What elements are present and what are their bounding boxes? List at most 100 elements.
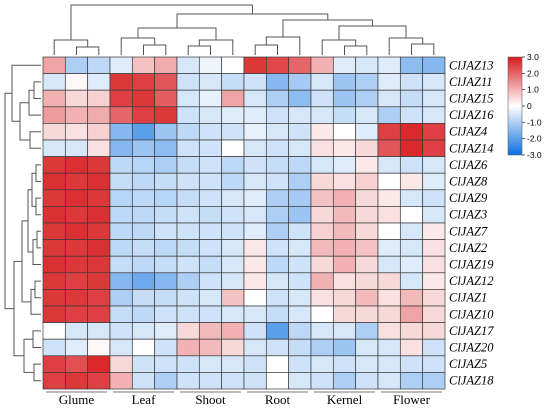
heatmap-cell [265, 222, 290, 240]
heatmap-cell [243, 322, 267, 340]
heatmap-cell [265, 272, 290, 290]
colorbar-legend: 3.0 2.0 1.0 0 -1.0 -2.0 -3.0 [507, 52, 542, 160]
heatmap-cell [422, 305, 446, 323]
heatmap-cell [355, 255, 379, 274]
heatmap-cell [243, 172, 267, 191]
heatmap-cell [265, 338, 290, 357]
heatmap-cell [288, 89, 312, 108]
heatmap-cell [265, 289, 290, 307]
heatmap-cell [377, 322, 401, 340]
heatmap-cell [243, 255, 267, 274]
heatmap-cell [221, 206, 245, 224]
row-label: ClJAZ18 [449, 374, 494, 388]
heatmap-cell [288, 73, 312, 91]
heatmap-cell [243, 56, 267, 74]
row-dendrogram-link [21, 220, 31, 303]
heatmap-cell [109, 289, 133, 307]
heatmap-cell [243, 338, 267, 357]
heatmap-cell [265, 56, 290, 74]
heatmap-cell [42, 56, 66, 74]
heatmap-cell [131, 73, 156, 91]
heatmap-cell [377, 89, 401, 108]
heatmap-cell [221, 305, 245, 323]
column-dendrogram [53, 4, 435, 55]
heatmap-cell [288, 156, 312, 174]
heatmap-cell [422, 222, 446, 240]
heatmap-cell [64, 305, 89, 323]
heatmap-cell [42, 338, 66, 357]
heatmap-cell [131, 255, 156, 274]
heatmap-cell [332, 73, 357, 91]
heatmap-cell [265, 322, 290, 340]
heatmap-cell [109, 172, 133, 191]
heatmap-cell [154, 255, 178, 274]
heatmap-cell [109, 355, 133, 373]
heatmap-cell [198, 156, 223, 174]
heatmap-cell [377, 289, 401, 307]
heatmap-cell [377, 338, 401, 357]
colorbar-tick-label: -3.0 [527, 150, 542, 160]
heatmap-cell [42, 355, 66, 373]
heatmap-cell [64, 139, 89, 157]
heatmap-cell [176, 89, 200, 108]
heatmap-cell [422, 73, 446, 91]
heatmap-cell [243, 156, 267, 174]
heatmap-cell [109, 123, 133, 141]
row-dendrogram-link [34, 280, 41, 299]
heatmap-cell [310, 222, 334, 240]
heatmap-cell [154, 89, 178, 108]
heatmap-cell [355, 338, 379, 357]
heatmap-cell [288, 106, 312, 124]
heatmap-cell [198, 89, 223, 108]
heatmap-cell [243, 189, 267, 207]
heatmap-cell [310, 322, 334, 340]
heatmap-cell [355, 272, 379, 290]
heatmap-cell [310, 289, 334, 307]
row-dendrogram-link [28, 89, 41, 116]
heatmap-cell [154, 156, 178, 174]
heatmap-cell [198, 123, 223, 141]
heatmap-cell [399, 56, 424, 74]
column-dendrogram-link [70, 4, 253, 40]
heatmap-cell [355, 289, 379, 307]
heatmap-cell [288, 139, 312, 157]
row-dendrogram-link [30, 288, 41, 315]
heatmap-cell [176, 123, 200, 141]
heatmap-cell [288, 372, 312, 390]
heatmap-cell [288, 322, 312, 340]
heatmap-cell [221, 222, 245, 240]
heatmap-cell [265, 239, 290, 257]
heatmap-cell [332, 222, 357, 240]
colorbar-tick-label: 2.0 [527, 68, 539, 78]
heatmap-cell [154, 289, 178, 307]
column-group-label: Leaf [132, 392, 156, 407]
heatmap-cell [288, 255, 312, 274]
heatmap-cell [198, 172, 223, 191]
heatmap-cell [198, 239, 223, 257]
heatmap-cell [109, 322, 133, 340]
heatmap-cell [64, 239, 89, 257]
heatmap-cell [42, 289, 66, 307]
heatmap-cell [310, 73, 334, 91]
heatmap-cell [131, 305, 156, 323]
column-dendrogram-link [265, 36, 301, 55]
row-dendrogram-link [32, 330, 41, 348]
heatmap-cell [87, 255, 111, 274]
row-label: ClJAZ1 [449, 291, 487, 305]
heatmap-cell [198, 106, 223, 124]
heatmap-cell [265, 89, 290, 108]
heatmap-cell [87, 156, 111, 174]
heatmap-cell [87, 372, 111, 390]
row-label: ClJAZ11 [449, 75, 493, 89]
heatmap-cell [198, 255, 223, 274]
heatmap-cell [243, 139, 267, 157]
heatmap-cell [109, 156, 133, 174]
heatmap-cell [64, 123, 89, 141]
heatmap-cell [377, 56, 401, 74]
heatmap-cell [332, 255, 357, 274]
heatmap-cell [310, 56, 334, 74]
heatmap-cell [64, 372, 89, 390]
heatmap-cell [87, 189, 111, 207]
heatmap-cell [243, 289, 267, 307]
